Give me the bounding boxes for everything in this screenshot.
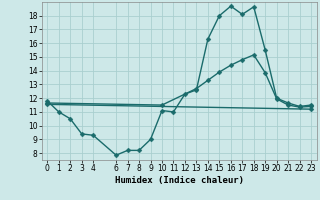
X-axis label: Humidex (Indice chaleur): Humidex (Indice chaleur)	[115, 176, 244, 185]
